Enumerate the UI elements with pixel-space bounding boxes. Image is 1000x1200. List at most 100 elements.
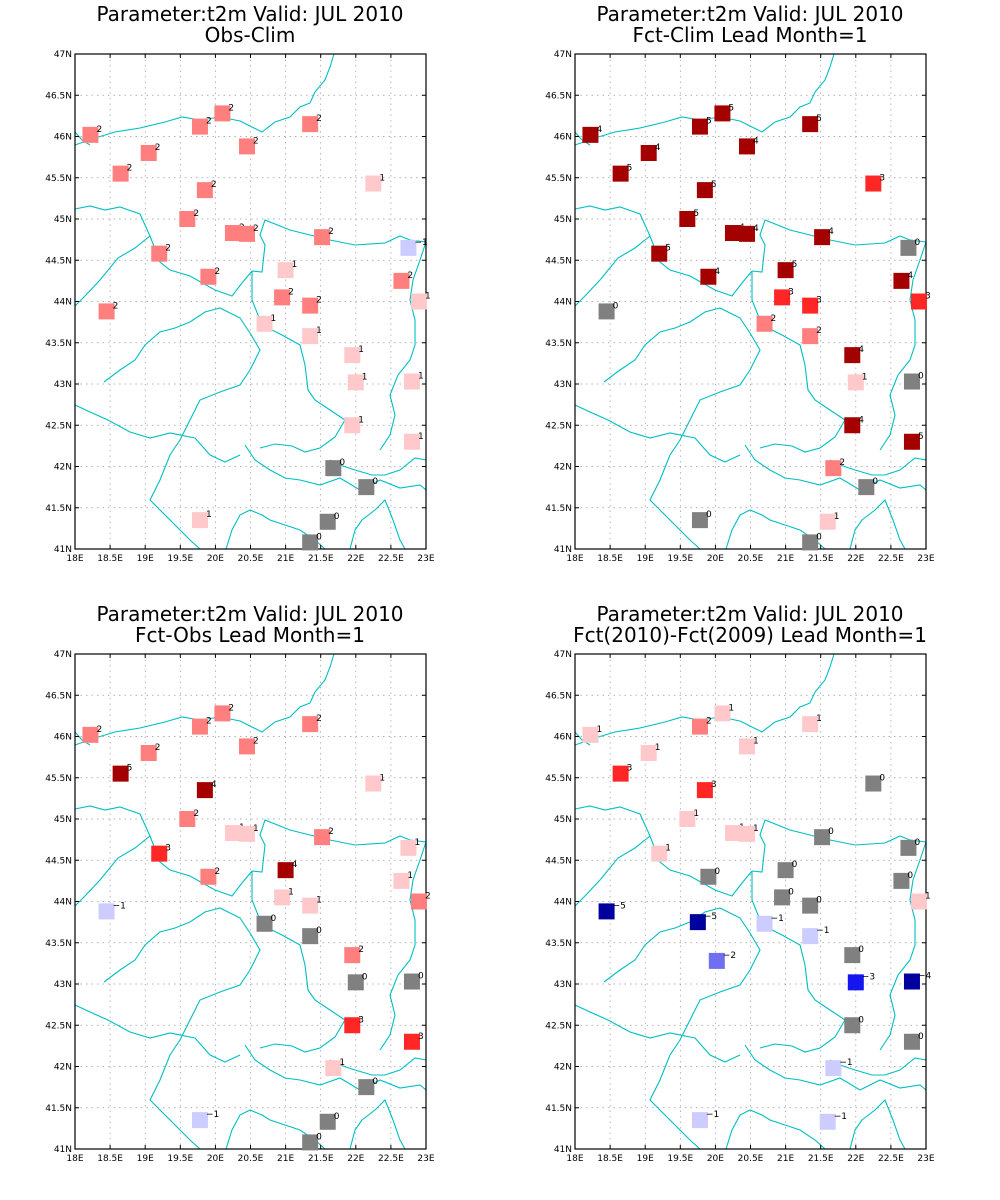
station-marker xyxy=(325,460,342,477)
y-tick-label: 43.5N xyxy=(45,339,72,349)
panel-title-line2: Fct-Obs Lead Month=1 xyxy=(135,623,365,647)
x-tick-label: 18.5E xyxy=(597,554,623,564)
station-marker xyxy=(344,347,361,364)
station-marker xyxy=(910,893,927,910)
station-marker xyxy=(302,328,319,345)
station-value-label: 5 xyxy=(127,764,133,774)
station-value-label: 1 xyxy=(271,314,277,324)
y-tick-label: 43.5N xyxy=(545,339,572,349)
country-boundary-line xyxy=(744,1044,927,1091)
station-value-label: −1 xyxy=(706,1110,719,1120)
y-tick-label: 44.5N xyxy=(545,256,572,266)
station-value-label: 3 xyxy=(627,764,633,774)
station-value-label: 1 xyxy=(407,871,413,881)
x-tick-label: 18E xyxy=(566,1154,583,1164)
station-marker xyxy=(112,765,129,782)
station-marker xyxy=(865,175,882,192)
station-value-label: 4 xyxy=(753,136,759,146)
country-boundary-line xyxy=(603,307,761,550)
station-marker xyxy=(274,289,291,306)
x-tick-label: 21.5E xyxy=(308,554,334,564)
station-value-label: 4 xyxy=(907,271,913,281)
station-value-label: 2 xyxy=(214,267,220,277)
station-marker xyxy=(689,914,706,931)
station-value-label: 4 xyxy=(211,780,217,790)
station-value-label: 2 xyxy=(288,287,294,297)
y-tick-label: 46N xyxy=(554,133,572,143)
x-tick-label: 22.5E xyxy=(378,1154,404,1164)
station-marker xyxy=(140,145,157,161)
station-value-label: 1 xyxy=(753,824,759,834)
station-value-label: 0 xyxy=(828,827,834,837)
y-tick-label: 45.5N xyxy=(45,774,72,784)
station-marker xyxy=(903,1033,920,1050)
station-marker xyxy=(365,175,382,192)
station-value-label: 2 xyxy=(228,103,234,113)
station-marker xyxy=(140,745,157,761)
y-tick-label: 43.5N xyxy=(45,939,72,949)
station-marker xyxy=(365,775,382,792)
country-boundary-line xyxy=(244,444,427,491)
station-marker xyxy=(179,211,196,227)
station-marker xyxy=(256,315,273,332)
station-marker xyxy=(400,239,417,256)
station-marker xyxy=(802,297,819,314)
y-tick-label: 47N xyxy=(554,50,572,60)
station-marker xyxy=(844,417,861,434)
x-tick-label: 19.5E xyxy=(167,554,193,564)
station-marker xyxy=(819,1113,836,1130)
x-tick-label: 22E xyxy=(847,1154,864,1164)
x-tick-label: 19.5E xyxy=(667,1154,693,1164)
country-boundary-line xyxy=(751,219,927,273)
station-marker xyxy=(738,738,755,755)
station-marker xyxy=(410,293,427,310)
station-marker xyxy=(714,105,731,122)
station-value-label: 4 xyxy=(714,267,720,277)
station-value-label: 0 xyxy=(792,860,798,870)
y-tick-label: 43N xyxy=(554,380,572,390)
station-value-label: 0 xyxy=(872,477,878,487)
station-value-label: 3 xyxy=(358,1015,364,1025)
x-tick-label: 22E xyxy=(347,554,364,564)
station-marker xyxy=(196,182,213,199)
station-value-label: 2 xyxy=(253,224,259,234)
y-tick-label: 43.5N xyxy=(545,939,572,949)
x-tick-label: 23E xyxy=(917,554,934,564)
x-tick-label: 18.5E xyxy=(597,1154,623,1164)
country-boundary-line xyxy=(251,271,346,421)
y-tick-label: 42N xyxy=(54,1063,72,1073)
station-value-label: 0 xyxy=(362,972,368,982)
x-tick-label: 19E xyxy=(137,1154,154,1164)
station-marker xyxy=(347,374,364,391)
station-marker xyxy=(400,839,417,856)
station-marker xyxy=(691,718,708,735)
y-tick-label: 44.5N xyxy=(45,856,72,866)
station-value-label: 5 xyxy=(918,432,924,442)
station-marker xyxy=(903,373,920,390)
map-panel-fct-clim: Parameter:t2m Valid: JUL 2010 Fct-Clim L… xyxy=(500,0,1000,600)
y-tick-label: 45.5N xyxy=(545,774,572,784)
x-tick-label: 22.5E xyxy=(878,1154,904,1164)
x-tick-label: 21E xyxy=(777,1154,794,1164)
station-marker xyxy=(900,239,917,256)
y-tick-label: 42.5N xyxy=(45,421,72,431)
station-marker xyxy=(179,811,196,827)
station-marker xyxy=(344,947,361,964)
station-marker xyxy=(825,460,842,477)
station-marker xyxy=(612,165,629,182)
map-svg: Parameter:t2m Valid: JUL 2010 Fct-Clim L… xyxy=(545,2,935,564)
y-tick-label: 44N xyxy=(554,298,572,308)
panel-title-line1: Parameter:t2m Valid: JUL 2010 xyxy=(96,602,403,626)
station-value-label: 1 xyxy=(292,260,298,270)
station-value-label: 1 xyxy=(925,892,931,902)
station-value-label: 3 xyxy=(711,780,717,790)
station-value-label: 1 xyxy=(753,736,759,746)
x-tick-label: 21.5E xyxy=(308,1154,334,1164)
station-value-label: 0 xyxy=(372,1077,378,1087)
station-value-label: −1 xyxy=(834,1112,847,1122)
station-value-label: 5 xyxy=(816,114,822,124)
country-boundary-line xyxy=(603,907,761,1150)
y-tick-label: 41N xyxy=(554,1145,572,1155)
station-value-label: 2 xyxy=(193,209,199,219)
x-tick-label: 23E xyxy=(917,1154,934,1164)
